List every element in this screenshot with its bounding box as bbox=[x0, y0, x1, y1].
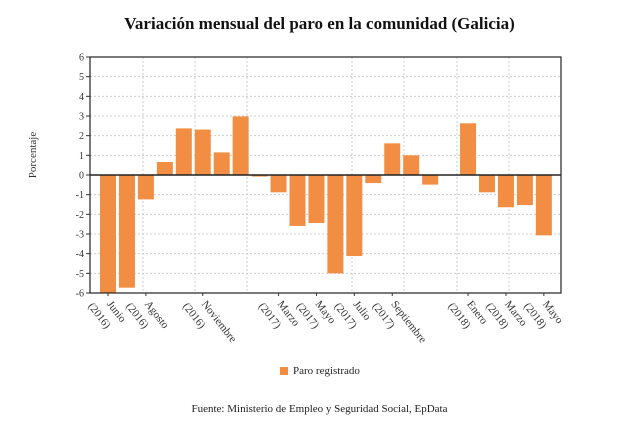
x-tick-label: Mayo(2018) bbox=[521, 291, 565, 337]
y-tick-label: 0 bbox=[79, 171, 84, 182]
x-tick-label: Marzo(2017) bbox=[256, 291, 302, 339]
bar bbox=[270, 175, 287, 193]
chart-title: Variación mensual del paro en la comunid… bbox=[124, 14, 515, 33]
x-tick-label: Julio(2017) bbox=[332, 291, 374, 333]
bar bbox=[100, 175, 116, 293]
source-note: Fuente: Ministerio de Empleo y Seguridad… bbox=[191, 403, 448, 415]
bar bbox=[460, 123, 477, 175]
x-tick-label: Junio(2016) bbox=[85, 291, 128, 335]
y-tick-label: -4 bbox=[76, 249, 84, 260]
bar bbox=[384, 143, 401, 175]
bar bbox=[327, 175, 344, 274]
bar bbox=[156, 162, 173, 175]
y-axis-label: Porcentaje bbox=[27, 132, 39, 179]
legend-label: Paro registrado bbox=[293, 365, 360, 377]
bar bbox=[516, 175, 533, 206]
x-tick-label: Marzo(2018) bbox=[483, 291, 529, 339]
y-tick-label: 5 bbox=[79, 72, 84, 83]
x-tick-label: Agosto(2016) bbox=[123, 291, 171, 342]
bar bbox=[422, 175, 439, 185]
bar bbox=[308, 175, 325, 223]
bar bbox=[497, 175, 514, 208]
bar bbox=[365, 175, 382, 184]
bar bbox=[479, 175, 495, 193]
bar bbox=[137, 175, 154, 200]
y-tick-label: 4 bbox=[79, 92, 84, 103]
legend: Paro registrado bbox=[280, 365, 360, 377]
bar bbox=[289, 175, 306, 226]
x-tick-label: Mayo(2017) bbox=[294, 291, 338, 337]
y-tick-label: 6 bbox=[79, 53, 84, 64]
x-tick-label: Enero(2018) bbox=[445, 291, 490, 337]
y-tick-label: -3 bbox=[76, 230, 84, 241]
y-tick-label: -5 bbox=[76, 269, 84, 280]
y-tick-label: 2 bbox=[79, 131, 84, 142]
bar bbox=[346, 175, 363, 257]
bar bbox=[213, 152, 230, 175]
x-tick-label: Septiembre(2017) bbox=[370, 291, 429, 356]
x-tick-label: Noviembre(2016) bbox=[180, 291, 239, 355]
bar bbox=[251, 175, 268, 177]
y-tick-label: -1 bbox=[76, 190, 84, 201]
y-tick-label: 3 bbox=[79, 112, 84, 123]
bar bbox=[403, 155, 420, 175]
bar bbox=[535, 175, 552, 236]
bar bbox=[118, 175, 135, 288]
bar bbox=[175, 128, 192, 175]
legend-swatch bbox=[280, 367, 288, 375]
bar bbox=[232, 116, 249, 175]
y-tick-label: -2 bbox=[76, 210, 84, 221]
y-tick-label: -6 bbox=[76, 289, 84, 300]
y-tick-label: 1 bbox=[79, 151, 84, 162]
bar bbox=[194, 129, 211, 175]
